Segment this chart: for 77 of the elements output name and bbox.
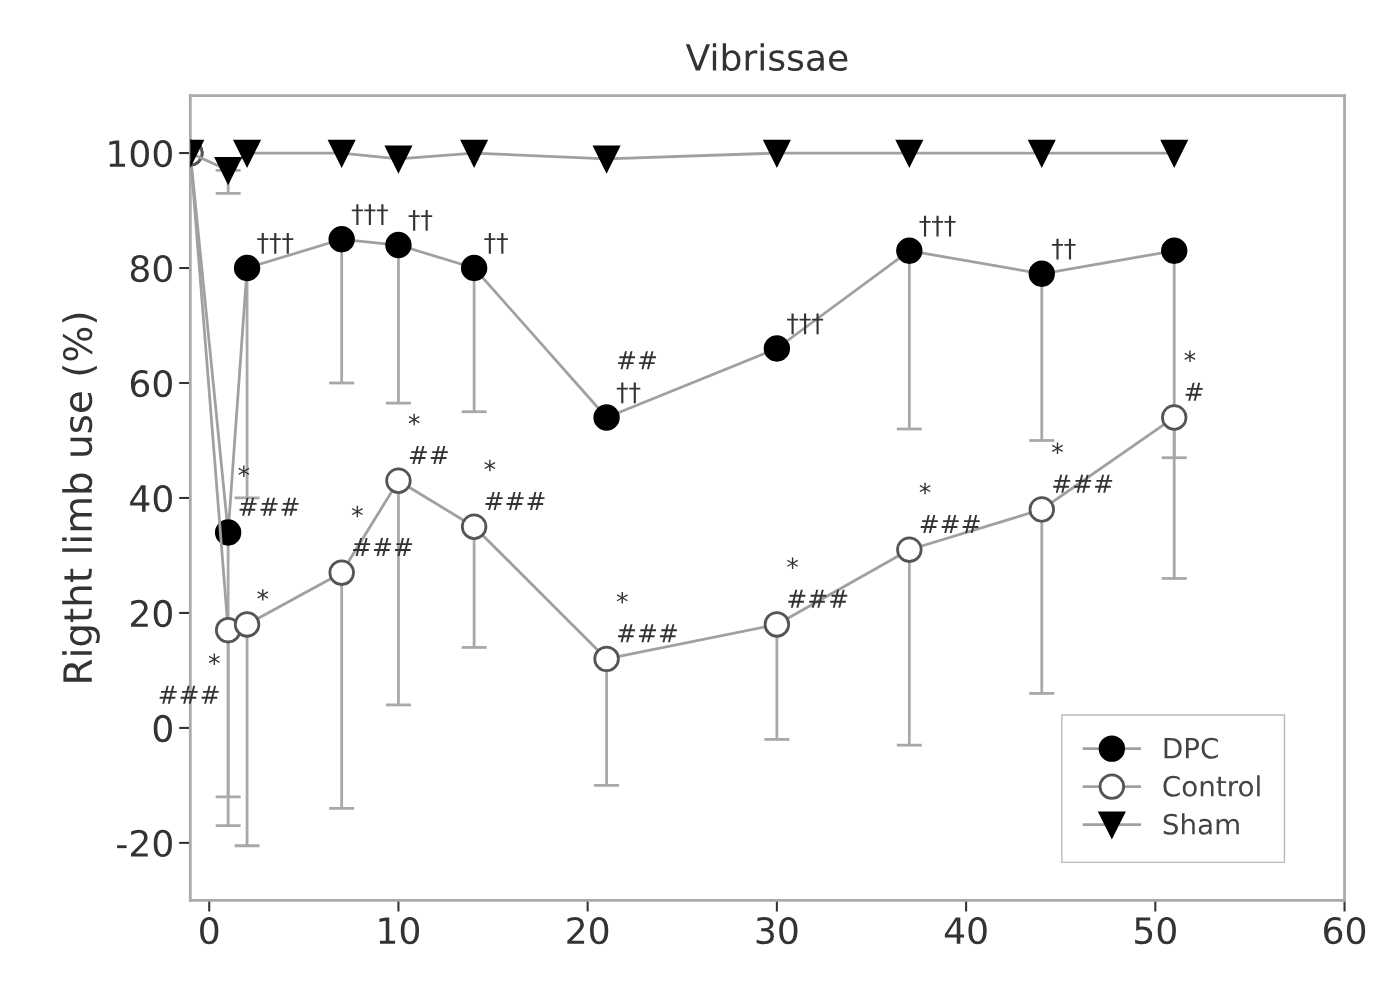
point [593, 645, 620, 673]
point [1161, 237, 1188, 264]
x-tick-label: 30 [756, 916, 798, 945]
point [385, 145, 412, 172]
point [214, 157, 242, 184]
annotation: * [238, 465, 250, 477]
y-tick-label: -20 [117, 829, 172, 858]
y-tick-label: 0 [153, 714, 172, 743]
annotation: ### [353, 538, 413, 557]
y-tick-label: 20 [131, 599, 172, 628]
annotation: ### [159, 685, 219, 704]
y-tick-label: 40 [130, 484, 172, 513]
point [460, 254, 488, 282]
annotation: ††† [919, 215, 956, 237]
annotation: * [787, 557, 799, 569]
point [593, 145, 620, 172]
point [763, 611, 791, 638]
annotation: †† [408, 210, 433, 231]
annotation: * [208, 653, 220, 666]
annotation: * [616, 592, 628, 604]
point [763, 139, 791, 167]
annotation: ### [617, 624, 677, 643]
annotation: * [919, 482, 931, 495]
x-tick-label: 10 [379, 916, 420, 945]
point [233, 254, 261, 282]
annotation: ††† [257, 233, 294, 254]
point [1028, 496, 1055, 523]
y-tick-label: 100 [109, 139, 172, 168]
chart-title: Vibrissae [685, 43, 848, 72]
point [1161, 404, 1188, 431]
annotation: * [257, 589, 269, 601]
annotation: †† [484, 233, 508, 254]
point [328, 139, 355, 167]
annotation: ### [239, 497, 299, 516]
annotation: * [1051, 442, 1063, 454]
annotation: # [1185, 382, 1203, 401]
legend-label: Control [1163, 775, 1260, 797]
annotation: ### [788, 589, 848, 608]
y-tick-label: 60 [130, 369, 172, 398]
point [460, 513, 488, 540]
point [763, 335, 791, 362]
annotation: ### [920, 515, 980, 534]
x-tick-label: 40 [944, 916, 987, 945]
x-tick-label: 60 [1324, 916, 1366, 945]
annotation: * [484, 459, 496, 472]
x-tick-label: 0 [200, 916, 219, 945]
annotation: ### [485, 492, 545, 511]
annotation: * [351, 505, 363, 518]
point [896, 237, 923, 264]
point [328, 559, 355, 586]
point [593, 404, 620, 431]
point [328, 226, 355, 253]
point [896, 139, 923, 167]
point [385, 231, 412, 259]
point [896, 536, 923, 563]
annotation: * [1184, 350, 1196, 363]
y-tick-label: 80 [130, 254, 172, 283]
annotation: * [408, 413, 420, 426]
point [233, 611, 261, 638]
x-tick-label: 20 [567, 916, 609, 945]
annotation: †† [1051, 238, 1076, 260]
annotation: ### [1053, 474, 1113, 493]
point [385, 467, 412, 494]
legend-label: DPC [1164, 737, 1218, 759]
annotation: ## [617, 351, 657, 370]
point [1161, 139, 1188, 167]
x-tick-label: 50 [1135, 916, 1176, 945]
legend-label: Sham [1163, 813, 1239, 835]
point [1028, 139, 1055, 167]
annotation: ## [409, 446, 448, 465]
y-axis-title: Rigtht limb use (%) [62, 313, 100, 682]
point [1028, 260, 1055, 287]
annotation: ††† [787, 313, 824, 335]
point [233, 139, 261, 167]
annotation: †† [616, 382, 641, 404]
annotation: ††† [351, 204, 388, 225]
point [460, 139, 488, 167]
